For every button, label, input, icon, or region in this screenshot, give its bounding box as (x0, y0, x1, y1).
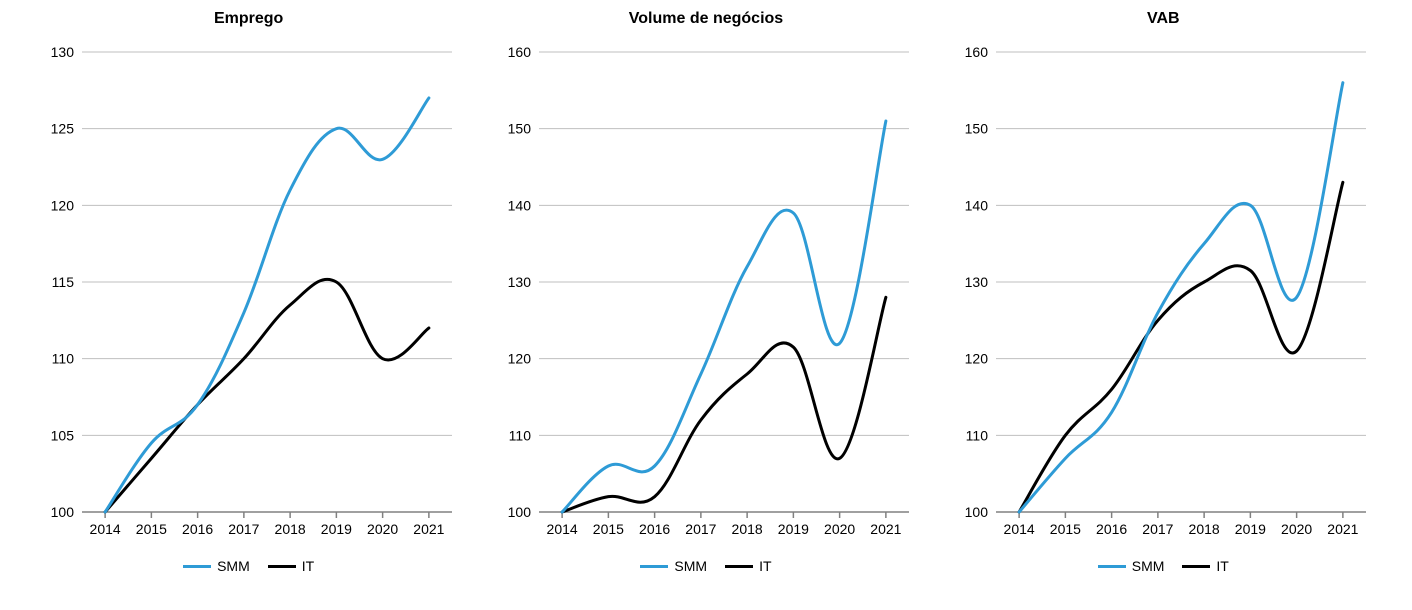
x-tick-label: 2014 (1004, 521, 1035, 537)
legend-label-it: IT (759, 558, 771, 574)
legend-item-smm: SMM (1098, 558, 1165, 574)
y-tick-label: 160 (965, 44, 989, 60)
x-tick-label: 2019 (1235, 521, 1266, 537)
y-tick-label: 100 (508, 504, 532, 520)
x-tick-label: 2014 (89, 521, 120, 537)
x-tick-label: 2015 (135, 521, 166, 537)
series-line-it (105, 279, 429, 512)
legend: SMM IT (183, 558, 314, 574)
panel-svg-volume: 100 110 120 130 140 150 160 2014 2015 2016 2017 201… (491, 32, 921, 552)
legend-label-it: IT (302, 558, 314, 574)
y-tick-label: 160 (508, 44, 532, 60)
legend-label-smm: SMM (217, 558, 250, 574)
x-tick-label: 2021 (1328, 521, 1359, 537)
legend-swatch-smm (183, 565, 211, 568)
x-tick-label: 2017 (1143, 521, 1174, 537)
y-tick-label: 150 (508, 121, 532, 137)
panel-emprego: Emprego 100 105 110 115 120 125 130 2014 2015 201… (20, 10, 477, 574)
y-tick-label: 140 (965, 197, 989, 213)
legend-item-smm: SMM (640, 558, 707, 574)
y-tick-label: 110 (51, 351, 74, 367)
x-tick-label: 2020 (1281, 521, 1312, 537)
legend-item-smm: SMM (183, 558, 250, 574)
legend-swatch-it (725, 565, 753, 568)
x-tick-label: 2016 (639, 521, 670, 537)
legend: SMM IT (1098, 558, 1229, 574)
y-tick-label: 100 (50, 504, 74, 520)
legend-swatch-it (1182, 565, 1210, 568)
series-line-it (562, 297, 886, 512)
panel-volume: Volume de negócios 100 110 120 130 140 150 160… (477, 10, 934, 574)
x-tick-label: 2015 (593, 521, 624, 537)
legend-label-it: IT (1216, 558, 1228, 574)
legend-item-it: IT (1182, 558, 1228, 574)
x-tick-label: 2021 (870, 521, 901, 537)
panel-title: Volume de negócios (629, 10, 783, 28)
y-tick-label: 100 (965, 504, 989, 520)
panel-title: Emprego (214, 10, 283, 28)
legend-label-smm: SMM (1132, 558, 1165, 574)
y-tick-label: 130 (965, 274, 989, 290)
y-tick-label: 150 (965, 121, 989, 137)
panel-title: VAB (1147, 10, 1180, 28)
x-tick-label: 2016 (182, 521, 213, 537)
series-line-smm (105, 98, 429, 512)
x-tick-label: 2020 (367, 521, 398, 537)
x-tick-label: 2019 (320, 521, 351, 537)
legend-swatch-smm (640, 565, 668, 568)
x-tick-label: 2021 (413, 521, 444, 537)
x-tick-label: 2016 (1096, 521, 1127, 537)
legend-label-smm: SMM (674, 558, 707, 574)
y-tick-label: 120 (50, 197, 74, 213)
y-tick-label: 115 (51, 274, 74, 290)
y-tick-label: 120 (508, 351, 532, 367)
legend-item-it: IT (268, 558, 314, 574)
x-tick-label: 2018 (732, 521, 763, 537)
panel-svg-vab: 100 110 120 130 140 150 160 2014 2015 2016 2017 201… (948, 32, 1378, 552)
x-tick-label: 2018 (1189, 521, 1220, 537)
series-line-smm (562, 121, 886, 512)
y-tick-label: 110 (509, 427, 532, 443)
chart-row: Emprego 100 105 110 115 120 125 130 2014 2015 201… (0, 0, 1412, 610)
panel-vab: VAB 100 110 120 130 140 150 160 2014 2015 2016 201… (935, 10, 1392, 574)
x-tick-label: 2017 (228, 521, 259, 537)
y-tick-label: 130 (50, 44, 74, 60)
legend-swatch-it (268, 565, 296, 568)
x-tick-label: 2015 (1050, 521, 1081, 537)
x-tick-label: 2017 (685, 521, 716, 537)
series-line-it (1019, 182, 1343, 512)
x-tick-label: 2019 (778, 521, 809, 537)
y-tick-label: 125 (50, 121, 74, 137)
y-tick-label: 130 (508, 274, 532, 290)
y-tick-label: 105 (50, 427, 74, 443)
y-tick-label: 110 (966, 427, 989, 443)
y-tick-label: 120 (965, 351, 989, 367)
x-tick-label: 2018 (274, 521, 305, 537)
y-tick-label: 140 (508, 197, 532, 213)
panel-svg-emprego: 100 105 110 115 120 125 130 2014 2015 2016 2017 201… (34, 32, 464, 552)
x-tick-label: 2014 (547, 521, 578, 537)
legend-swatch-smm (1098, 565, 1126, 568)
legend-item-it: IT (725, 558, 771, 574)
x-tick-label: 2020 (824, 521, 855, 537)
legend: SMM IT (640, 558, 771, 574)
